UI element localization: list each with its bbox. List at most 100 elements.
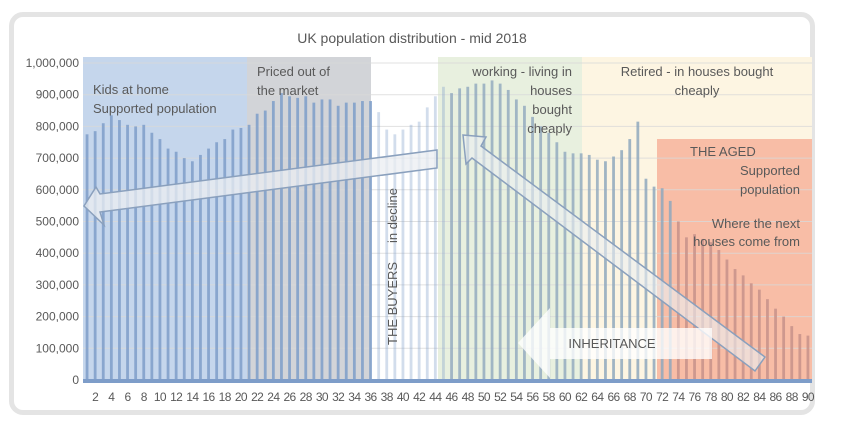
x-tick-label: 62 <box>575 390 588 404</box>
bar-age-88 <box>790 326 794 380</box>
bar-age-51 <box>490 80 494 380</box>
y-tick-label: 600,000 <box>36 183 80 197</box>
x-tick-label: 46 <box>445 390 458 404</box>
bar-age-89 <box>798 334 802 380</box>
bar-age-24 <box>271 101 275 380</box>
bar-age-41 <box>409 124 413 380</box>
annotation-aged-sub: population <box>740 182 800 197</box>
bar-age-49 <box>474 83 478 380</box>
bar-age-62 <box>579 153 583 380</box>
bar-age-53 <box>506 89 510 380</box>
bar-age-90 <box>806 335 810 380</box>
y-tick-label: 0 <box>72 373 79 387</box>
bar-age-46 <box>450 93 453 381</box>
y-tick-label: 700,000 <box>36 151 80 165</box>
x-tick-label: 66 <box>607 390 620 404</box>
x-tick-label: 22 <box>251 390 264 404</box>
bars-layer <box>85 80 810 381</box>
bar-age-59 <box>555 142 559 380</box>
bar-age-21 <box>247 124 251 380</box>
chart-title: UK population distribution - mid 2018 <box>297 30 527 46</box>
x-tick-label: 70 <box>640 390 653 404</box>
y-tick-label: 1,000,000 <box>26 56 80 70</box>
bar-age-22 <box>255 113 259 380</box>
annotation-aged-title: THE AGED <box>690 144 756 159</box>
x-tick-label: 2 <box>92 390 99 404</box>
bar-age-69 <box>636 121 640 381</box>
y-tick-label: 100,000 <box>36 341 80 355</box>
annotation-working: working - living in <box>471 64 572 79</box>
bar-age-37 <box>377 112 381 380</box>
bar-age-78 <box>709 242 713 380</box>
wealth-arrow-left <box>83 149 438 228</box>
x-tick-label: 42 <box>413 390 426 404</box>
x-tick-label: 86 <box>769 390 782 404</box>
annotation-buyers: THE BUYERS <box>385 262 400 345</box>
bar-age-79 <box>717 250 721 380</box>
bar-age-40 <box>401 129 405 380</box>
inheritance-label: INHERITANCE <box>568 336 655 351</box>
bar-age-16 <box>207 148 210 380</box>
bar-age-18 <box>223 139 227 380</box>
bar-age-38 <box>385 129 389 380</box>
annotation-kids: Supported population <box>93 101 217 116</box>
x-tick-label: 84 <box>753 390 766 404</box>
x-tick-label: 26 <box>283 390 296 404</box>
bar-age-84 <box>757 289 761 380</box>
x-tick-label: 34 <box>348 390 361 404</box>
x-tick-label: 48 <box>462 390 475 404</box>
annotation-priced-out: Priced out of <box>257 64 330 79</box>
x-tick-label: 60 <box>559 390 572 404</box>
bar-age-33 <box>344 102 348 380</box>
bar-age-34 <box>352 102 356 380</box>
x-tick-label: 50 <box>478 390 491 404</box>
x-tick-label: 68 <box>624 390 637 404</box>
overlays-layer: INHERITANCE <box>83 134 767 378</box>
x-tick-label: 16 <box>202 390 215 404</box>
bar-age-39 <box>393 134 397 380</box>
bar-age-19 <box>231 129 235 380</box>
x-tick-label: 72 <box>656 390 669 404</box>
x-tick-label: 82 <box>737 390 750 404</box>
x-tick-label: 10 <box>154 390 167 404</box>
bar-age-11 <box>166 148 170 380</box>
bar-age-26 <box>288 96 291 380</box>
axis-layer <box>83 379 812 383</box>
x-tick-label: 74 <box>672 390 685 404</box>
bar-age-28 <box>304 96 308 380</box>
bar-age-57 <box>539 126 543 381</box>
x-tick-label: 80 <box>721 390 734 404</box>
x-tick-label: 56 <box>526 390 539 404</box>
x-tick-label: 78 <box>705 390 718 404</box>
bar-age-87 <box>782 316 786 380</box>
annotation-kids: Kids at home <box>93 82 169 97</box>
bar-age-29 <box>312 102 316 380</box>
bar-age-6 <box>126 124 129 380</box>
bar-age-13 <box>182 158 186 380</box>
x-tick-label: 88 <box>786 390 799 404</box>
bar-age-66 <box>612 156 615 380</box>
bar-age-81 <box>733 269 737 380</box>
bar-age-61 <box>571 153 575 380</box>
region-buyers <box>371 57 438 380</box>
x-tick-label: 58 <box>543 390 556 404</box>
annotation-buyers-decline: in decline <box>385 188 400 243</box>
bar-age-50 <box>482 83 486 380</box>
y-tick-label: 200,000 <box>36 310 80 324</box>
bar-age-10 <box>158 139 162 380</box>
x-tick-label: 64 <box>591 390 604 404</box>
annotation-working: bought <box>532 102 572 117</box>
bar-age-63 <box>587 154 591 380</box>
bar-age-1 <box>85 134 89 380</box>
x-tick-label: 6 <box>125 390 132 404</box>
bar-age-56 <box>531 116 534 380</box>
x-tick-label: 8 <box>141 390 148 404</box>
bar-age-82 <box>741 275 745 380</box>
bar-age-4 <box>109 115 113 381</box>
region-priced-out <box>247 57 371 380</box>
x-tick-label: 90 <box>802 390 815 404</box>
bar-age-65 <box>604 161 607 380</box>
bar-age-15 <box>199 154 202 380</box>
bar-age-58 <box>547 132 551 380</box>
